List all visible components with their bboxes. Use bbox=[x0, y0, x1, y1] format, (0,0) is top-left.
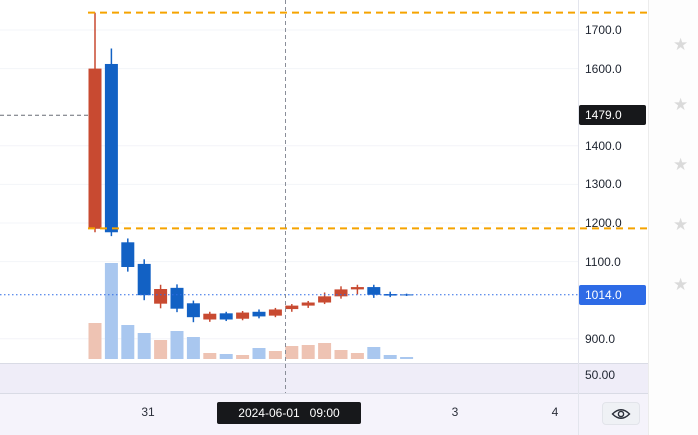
star-icon[interactable]: ★ bbox=[673, 275, 689, 294]
volume-bar bbox=[285, 346, 299, 359]
candle-body bbox=[285, 305, 299, 310]
volume-bar bbox=[367, 347, 381, 359]
volume-bar bbox=[268, 351, 282, 359]
candle-body bbox=[236, 312, 250, 319]
candle-body bbox=[367, 287, 381, 295]
volume-bar bbox=[219, 354, 233, 359]
volume-bar bbox=[236, 355, 250, 359]
volume-bar bbox=[203, 353, 217, 359]
candle-body bbox=[154, 289, 168, 304]
candle-body bbox=[318, 296, 332, 303]
volume-bar bbox=[383, 355, 397, 359]
volume-bar bbox=[170, 331, 184, 359]
candle-body bbox=[121, 242, 135, 268]
volume-bar bbox=[186, 337, 200, 359]
volume-bar bbox=[104, 263, 118, 359]
favorites-strip: ★ ★ ★ ★ ★ bbox=[648, 0, 698, 435]
star-icon[interactable]: ★ bbox=[673, 95, 689, 114]
volume-bar bbox=[350, 353, 364, 359]
volume-bar bbox=[154, 340, 168, 359]
candle-body bbox=[268, 309, 282, 316]
candle-body bbox=[186, 303, 200, 318]
candle-body bbox=[383, 294, 397, 296]
eye-icon bbox=[611, 408, 631, 419]
candle-body bbox=[203, 313, 217, 320]
volume-bar bbox=[252, 348, 266, 359]
candle-body bbox=[104, 63, 118, 233]
chart-canvas[interactable] bbox=[0, 0, 648, 435]
candle-body bbox=[301, 302, 315, 306]
indicator-pane-background bbox=[0, 363, 648, 393]
star-icon[interactable]: ★ bbox=[673, 35, 689, 54]
candle-body bbox=[350, 287, 364, 290]
candle-body bbox=[88, 68, 102, 229]
volume-bar bbox=[121, 325, 135, 359]
volume-bar bbox=[88, 323, 102, 359]
time-axis-background bbox=[0, 393, 648, 435]
star-icon[interactable]: ★ bbox=[673, 155, 689, 174]
candle-body bbox=[170, 287, 184, 309]
volume-bar bbox=[137, 333, 151, 359]
visibility-toggle-button[interactable] bbox=[602, 402, 640, 425]
candle-body bbox=[334, 289, 348, 297]
volume-bar bbox=[318, 343, 332, 359]
star-icon[interactable]: ★ bbox=[673, 215, 689, 234]
volume-bar bbox=[334, 350, 348, 359]
candle-body bbox=[219, 313, 233, 320]
volume-bar bbox=[400, 357, 414, 359]
candle-body bbox=[400, 294, 414, 296]
candle-body bbox=[252, 311, 266, 317]
volume-bar bbox=[301, 345, 315, 359]
candle-body bbox=[137, 263, 151, 296]
